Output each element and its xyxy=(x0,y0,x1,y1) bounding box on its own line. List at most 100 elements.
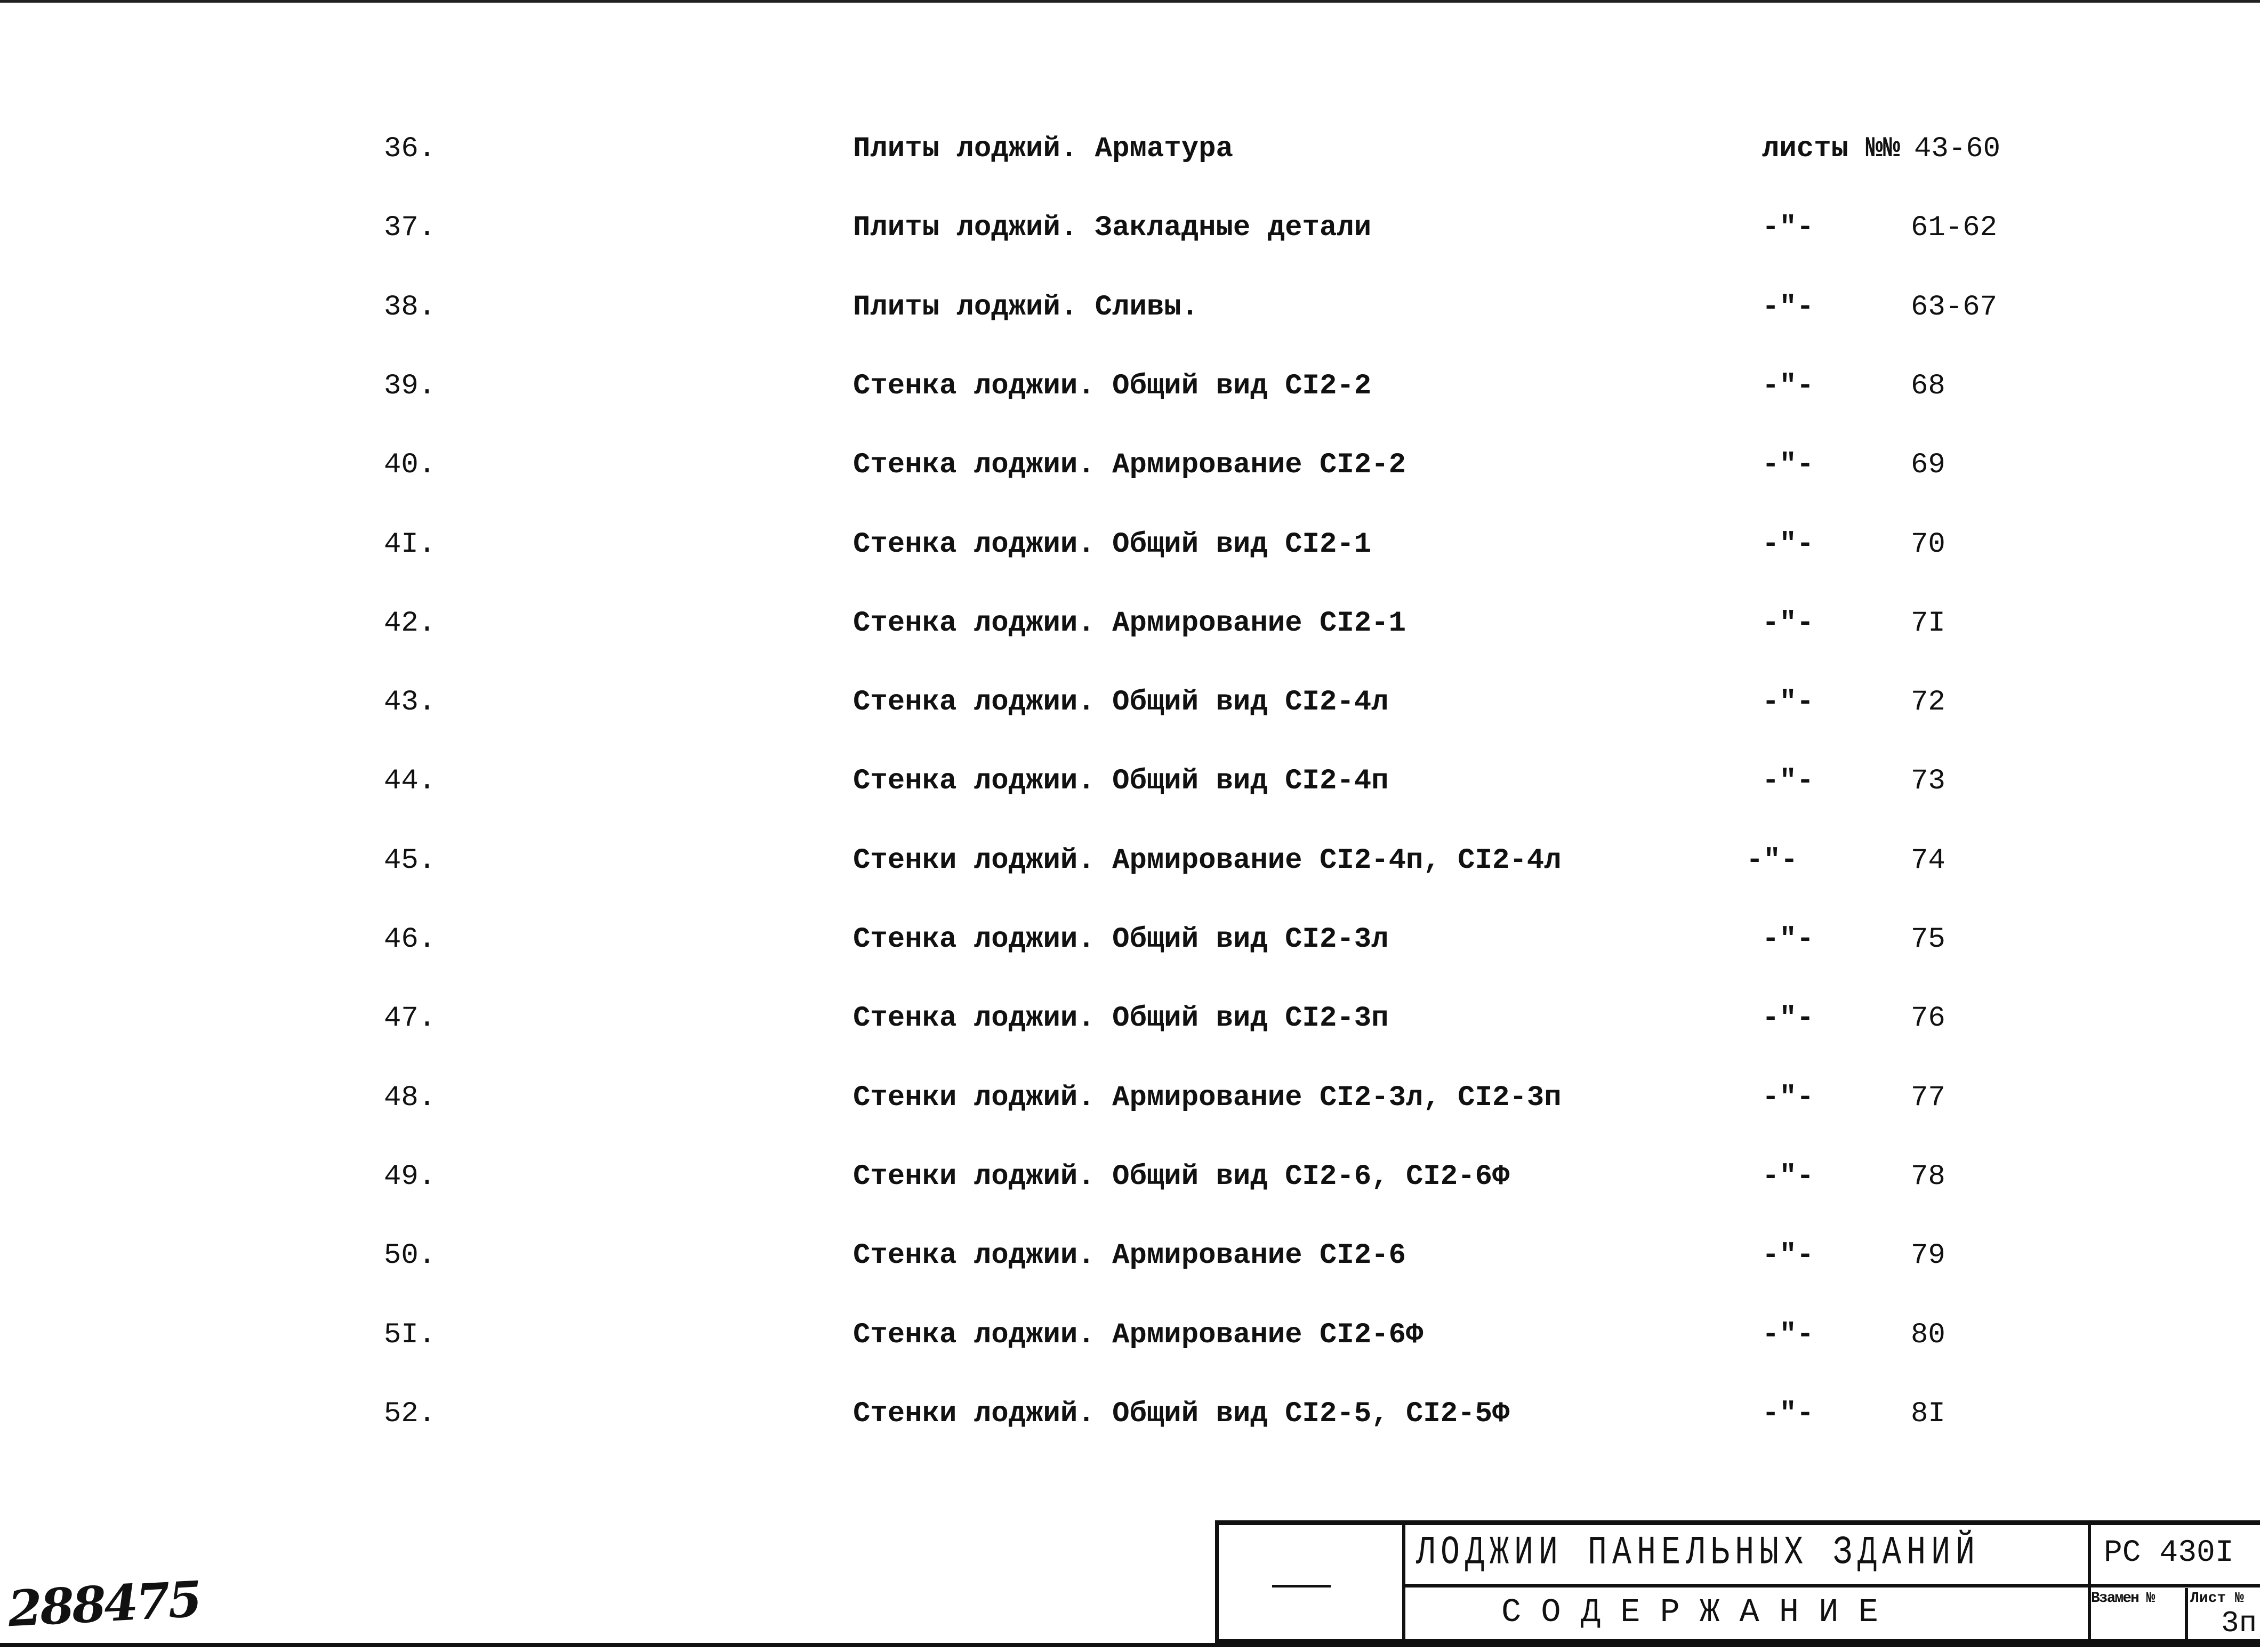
sheet-reference: -"- xyxy=(1762,1081,1814,1114)
sheet-label: Лист № xyxy=(2190,1590,2244,1607)
sheet-numbers: 70 xyxy=(1911,528,1945,561)
item-number: 45. xyxy=(384,844,436,877)
contents-row: 48. Стенки лоджий. Армирование СI2-3л, СI… xyxy=(0,1077,2260,1119)
sheet-numbers: 68 xyxy=(1911,369,1945,402)
contents-row: 45. Стенки лоджий. Армирование СI2-4п, СI… xyxy=(0,840,2260,882)
sheet-reference: -"- xyxy=(1762,528,1814,561)
item-title: Стенка лоджии. Общий вид СI2-3л xyxy=(853,923,1389,956)
item-title: Стенки лоджий. Армирование СI2-4п, СI2-4… xyxy=(853,844,1562,877)
item-number: 36. xyxy=(384,133,436,165)
replaces-label: Взамен № xyxy=(2091,1590,2155,1607)
sheet-numbers: 8I xyxy=(1911,1397,1945,1430)
sheet-numbers: 77 xyxy=(1911,1081,1945,1114)
contents-row: 47. Стенка лоджии. Общий вид СI2-3п -"- 76 xyxy=(0,997,2260,1040)
item-number: 44. xyxy=(384,765,436,798)
sheet-reference: -"- xyxy=(1746,844,1798,877)
sheet-reference: листы №№ xyxy=(1762,133,1901,165)
sheet-reference: -"- xyxy=(1762,212,1814,245)
sheet-numbers: 72 xyxy=(1911,686,1945,719)
item-title: Стенка лоджии. Армирование СI2-1 xyxy=(853,607,1406,640)
sheet-reference: -"- xyxy=(1762,1239,1814,1272)
sheet-numbers: 69 xyxy=(1911,449,1945,482)
dash-mark xyxy=(1272,1585,1331,1587)
document-code: РС 430I xyxy=(2104,1536,2234,1570)
item-title: Стенка лоджии. Армирование СI2-6 xyxy=(853,1239,1406,1272)
sheet-reference: -"- xyxy=(1762,449,1814,482)
sheet-reference: -"- xyxy=(1762,607,1814,640)
handwritten-number: 288475 xyxy=(6,1570,202,1638)
item-number: 38. xyxy=(384,291,436,324)
item-title: Стенки лоджий. Армирование СI2-3л, СI2-3… xyxy=(853,1081,1562,1114)
sheet-numbers: 61-62 xyxy=(1911,212,1998,245)
item-number: 47. xyxy=(384,1002,436,1035)
item-title: Плиты лоджий. Арматура xyxy=(853,133,1233,165)
item-number: 39. xyxy=(384,369,436,402)
item-title: Стенка лоджии. Армирование СI2-2 xyxy=(853,449,1406,482)
sheet-numbers: 76 xyxy=(1911,1002,1945,1035)
item-number: 5I. xyxy=(384,1318,436,1351)
item-title: Стенка лоджии. Общий вид СI2-4п xyxy=(853,765,1389,798)
sheet-numbers: 7I xyxy=(1911,607,1945,640)
item-title: Стенка лоджии. Общий вид СI2-3п xyxy=(853,1002,1389,1035)
item-number: 40. xyxy=(384,449,436,482)
item-number: 42. xyxy=(384,607,436,640)
item-number: 46. xyxy=(384,923,436,956)
sheet-reference: -"- xyxy=(1762,1397,1814,1430)
item-title: Стенка лоджии. Общий вид СI2-4л xyxy=(853,686,1389,719)
item-number: 43. xyxy=(384,686,436,719)
title-block: — ЛОДЖИИ ПАНЕЛЬНЫХ ЗДАНИЙ С О Д Е Р Ж А … xyxy=(1215,1520,2260,1644)
item-number: 49. xyxy=(384,1160,436,1193)
item-title: Стенки лоджий. Общий вид СI2-5, СI2-5Ф xyxy=(853,1397,1510,1430)
contents-row: 43. Стенка лоджии. Общий вид СI2-4л -"- 72 xyxy=(0,681,2260,724)
contents-row: 39. Стенка лоджии. Общий вид СI2-2 -"- 68 xyxy=(0,365,2260,408)
item-number: 4I. xyxy=(384,528,436,561)
top-border xyxy=(0,0,2260,3)
divider xyxy=(2088,1525,2091,1639)
sheet-numbers: 80 xyxy=(1911,1318,1945,1351)
item-title: Плиты лоджий. Сливы. xyxy=(853,291,1199,324)
item-number: 37. xyxy=(384,212,436,245)
contents-row: 5I. Стенка лоджии. Армирование СI2-6Ф -"- 8… xyxy=(0,1314,2260,1357)
sheet-numbers: 43-60 xyxy=(1914,133,2001,165)
contents-row: 44. Стенка лоджии. Общий вид СI2-4п -"- 73 xyxy=(0,760,2260,803)
contents-row: 50. Стенка лоджии. Армирование СI2-6 -"- 79 xyxy=(0,1235,2260,1277)
sheet-numbers: 78 xyxy=(1911,1160,1945,1193)
contents-row: 37. Плиты лоджий. Закладные детали -"- 61-6… xyxy=(0,207,2260,249)
item-title: Стенки лоджий. Общий вид СI2-6, СI2-6Ф xyxy=(853,1160,1510,1193)
sheet-reference: -"- xyxy=(1762,765,1814,798)
sheet-reference: -"- xyxy=(1762,1002,1814,1035)
item-number: 52. xyxy=(384,1397,436,1430)
sheet-number: 3п xyxy=(2221,1606,2257,1640)
sheet-numbers: 73 xyxy=(1911,765,1945,798)
item-title: Стенка лоджии. Армирование СI2-6Ф xyxy=(853,1318,1423,1351)
contents-row: 52. Стенки лоджий. Общий вид СI2-5, СI2-5… xyxy=(0,1393,2260,1436)
sheet-reference: -"- xyxy=(1762,369,1814,402)
sheet-reference: -"- xyxy=(1762,686,1814,719)
divider xyxy=(1402,1525,1405,1639)
item-title: Стенка лоджии. Общий вид СI2-1 xyxy=(853,528,1372,561)
item-title: Плиты лоджий. Закладные детали xyxy=(853,212,1372,245)
contents-row: 4I. Стенка лоджии. Общий вид СI2-1 -"- 70 xyxy=(0,523,2260,566)
item-title: Стенка лоджии. Общий вид СI2-2 xyxy=(853,369,1372,402)
sheet-reference: -"- xyxy=(1762,923,1814,956)
project-name: ЛОДЖИИ ПАНЕЛЬНЫХ ЗДАНИЙ xyxy=(1416,1530,1981,1576)
sheet-numbers: 79 xyxy=(1911,1239,1945,1272)
sheet-numbers: 74 xyxy=(1911,844,1945,877)
sheet-numbers: 63-67 xyxy=(1911,291,1998,324)
bottom-border xyxy=(0,1643,2260,1647)
item-number: 50. xyxy=(384,1239,436,1272)
document-title: С О Д Е Р Ж А Н И Е xyxy=(1501,1593,1878,1631)
divider xyxy=(1402,1584,2260,1587)
contents-row: 36. Плиты лоджий. Арматура листы №№ 43-60 xyxy=(0,128,2260,171)
contents-row: 46. Стенка лоджии. Общий вид СI2-3л -"- 75 xyxy=(0,918,2260,961)
contents-row: 38. Плиты лоджий. Сливы. -"- 63-67 xyxy=(0,286,2260,329)
divider xyxy=(2185,1588,2188,1639)
item-number: 48. xyxy=(384,1081,436,1114)
contents-row: 42. Стенка лоджии. Армирование СI2-1 -"- 7I xyxy=(0,602,2260,645)
contents-row: 40. Стенка лоджии. Армирование СI2-2 -"- 69 xyxy=(0,444,2260,487)
sheet-reference: -"- xyxy=(1762,1318,1814,1351)
contents-row: 49. Стенки лоджий. Общий вид СI2-6, СI2-6… xyxy=(0,1156,2260,1198)
sheet-numbers: 75 xyxy=(1911,923,1945,956)
sheet-reference: -"- xyxy=(1762,291,1814,324)
sheet-reference: -"- xyxy=(1762,1160,1814,1193)
